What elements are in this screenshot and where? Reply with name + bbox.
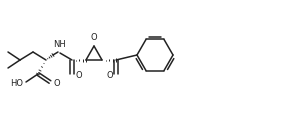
Text: HO: HO — [10, 78, 23, 87]
Text: O: O — [91, 33, 97, 42]
Text: O: O — [53, 78, 60, 87]
Text: O: O — [107, 71, 113, 79]
Text: O: O — [75, 71, 81, 79]
Text: NH: NH — [53, 40, 65, 49]
